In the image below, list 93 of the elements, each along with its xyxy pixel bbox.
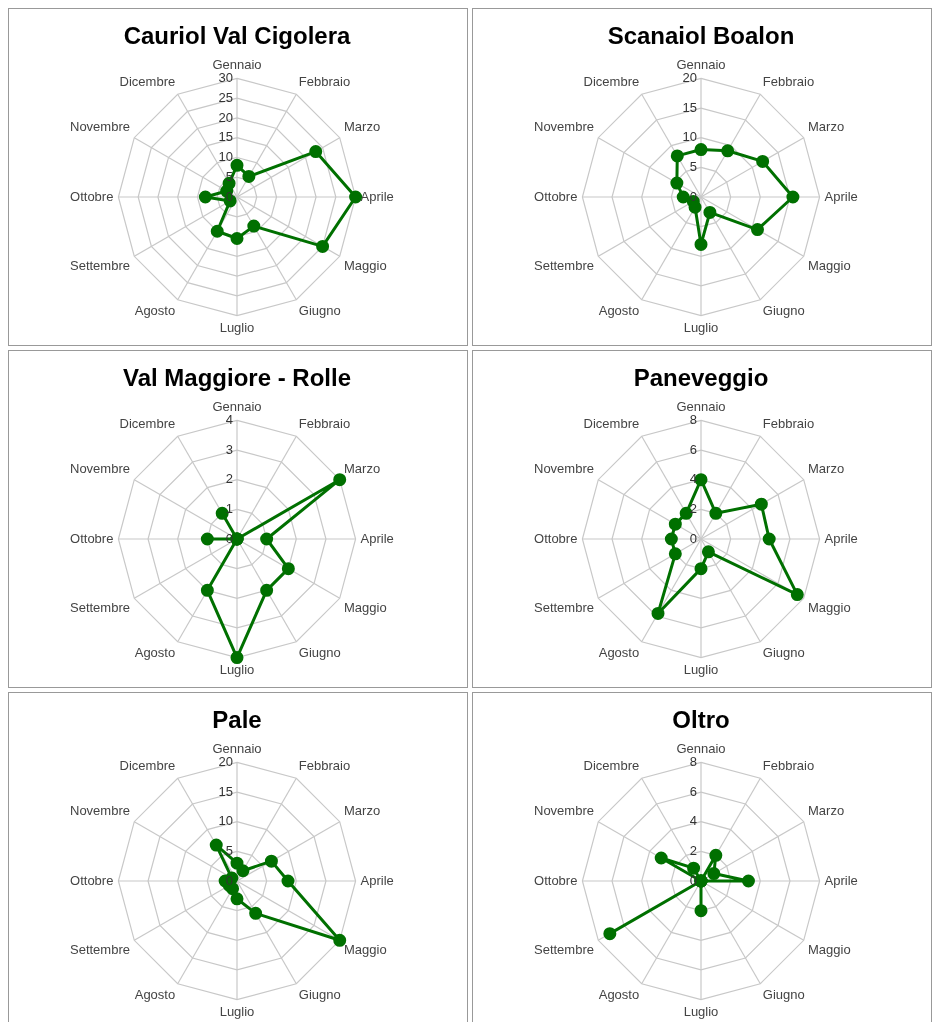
- y-tick-label: 10: [682, 129, 697, 145]
- spoke-label: Novembre: [69, 802, 130, 818]
- y-tick-label: 2: [689, 500, 697, 516]
- y-tick-label: 15: [682, 99, 697, 115]
- y-tick-label: 25: [218, 89, 233, 105]
- spoke-label: Luglio: [219, 661, 255, 677]
- y-tick-label: 6: [689, 441, 697, 457]
- spoke-label: Settembre: [533, 942, 594, 958]
- y-tick-label: 6: [689, 783, 697, 799]
- spoke-label: Maggio: [344, 942, 387, 958]
- spoke-label: Ottobre: [534, 530, 578, 546]
- spoke-label: Settembre: [69, 258, 130, 274]
- spoke-label: Dicembre: [119, 73, 176, 89]
- chart-title: Pale: [212, 706, 262, 734]
- y-tick-label: 2: [225, 471, 233, 487]
- y-tick-label: 0: [689, 872, 697, 888]
- y-tick-label: 15: [218, 783, 233, 799]
- spoke-label: Marzo: [344, 802, 381, 818]
- spoke-label: Marzo: [808, 802, 845, 818]
- spoke-label: Novembre: [69, 460, 130, 476]
- spoke-label: Ottobre: [534, 872, 578, 888]
- spoke-label: Luglio: [683, 319, 719, 335]
- spoke-label: Aprile: [360, 530, 394, 546]
- y-tick-label: 2: [689, 842, 697, 858]
- spoke-label: Giugno: [762, 987, 805, 1003]
- spoke-label: Agosto: [598, 987, 640, 1003]
- chart-title: Cauriol Val Cigolera: [123, 22, 352, 50]
- y-tick-label: 5: [689, 158, 697, 174]
- spoke-label: Febbraio: [298, 757, 351, 773]
- y-tick-label: 4: [689, 813, 697, 829]
- spoke-label: Ottobre: [70, 188, 114, 204]
- spoke-label: Giugno: [298, 645, 341, 661]
- spoke-label: Giugno: [298, 303, 341, 319]
- spoke-label: Novembre: [533, 118, 594, 134]
- spoke-label: Agosto: [598, 303, 640, 319]
- y-tick-label: 10: [218, 149, 233, 165]
- spoke-label: Agosto: [134, 987, 176, 1003]
- spoke-label: Dicembre: [583, 73, 640, 89]
- spoke-label: Giugno: [762, 303, 805, 319]
- spoke-label: Aprile: [824, 188, 858, 204]
- y-tick-label: 5: [225, 842, 233, 858]
- spoke-label: Ottobre: [70, 872, 114, 888]
- spoke-label: Settembre: [533, 600, 594, 616]
- spoke-label: Marzo: [344, 118, 381, 134]
- spoke-label: Aprile: [824, 872, 858, 888]
- spoke-label: Agosto: [598, 645, 640, 661]
- spoke-label: Dicembre: [119, 757, 176, 773]
- spoke-label: Febbraio: [298, 73, 351, 89]
- spoke-label: Febbraio: [762, 757, 815, 773]
- spoke-label: Marzo: [808, 460, 845, 476]
- y-tick-label: 3: [225, 441, 233, 457]
- spoke-label: Maggio: [808, 600, 851, 616]
- spoke-label: Novembre: [533, 802, 594, 818]
- spoke-label: Aprile: [824, 530, 858, 546]
- chart-title: Val Maggiore - Rolle: [122, 364, 352, 392]
- chart-title: Oltro: [672, 706, 730, 734]
- spoke-label: Marzo: [344, 460, 381, 476]
- spoke-label: Maggio: [344, 600, 387, 616]
- spoke-label: Maggio: [808, 258, 851, 274]
- spoke-label: Maggio: [808, 942, 851, 958]
- spoke-label: Settembre: [69, 942, 130, 958]
- spoke-label: Settembre: [69, 600, 130, 616]
- spoke-label: Giugno: [298, 987, 341, 1003]
- spoke-label: Luglio: [683, 661, 719, 677]
- spoke-label: Ottobre: [534, 188, 578, 204]
- spoke-label: Ottobre: [70, 530, 114, 546]
- chart-title: Scanaiol Boalon: [607, 22, 795, 50]
- spoke-label: Agosto: [134, 645, 176, 661]
- spoke-label: Aprile: [360, 872, 394, 888]
- spoke-label: Maggio: [344, 258, 387, 274]
- y-tick-label: 0: [225, 872, 233, 888]
- spoke-label: Dicembre: [583, 415, 640, 431]
- y-tick-label: 1: [225, 500, 233, 516]
- spoke-label: Febbraio: [298, 415, 351, 431]
- spoke-label: Giugno: [762, 645, 805, 661]
- spoke-label: Dicembre: [583, 757, 640, 773]
- spoke-label: Dicembre: [119, 415, 176, 431]
- spoke-label: Settembre: [533, 258, 594, 274]
- spoke-label: Luglio: [219, 319, 255, 335]
- y-tick-label: 0: [225, 188, 233, 204]
- chart-title: Paneveggio: [633, 364, 769, 392]
- spoke-label: Febbraio: [762, 415, 815, 431]
- spoke-label: Agosto: [134, 303, 176, 319]
- y-tick-label: 15: [218, 129, 233, 145]
- spoke-label: Luglio: [219, 1003, 255, 1019]
- spoke-label: Febbraio: [762, 73, 815, 89]
- spoke-label: Novembre: [69, 118, 130, 134]
- spoke-label: Luglio: [683, 1003, 719, 1019]
- spoke-label: Novembre: [533, 460, 594, 476]
- y-tick-label: 0: [689, 530, 697, 546]
- spoke-label: Marzo: [808, 118, 845, 134]
- y-tick-label: 20: [218, 109, 233, 125]
- y-tick-label: 10: [218, 813, 233, 829]
